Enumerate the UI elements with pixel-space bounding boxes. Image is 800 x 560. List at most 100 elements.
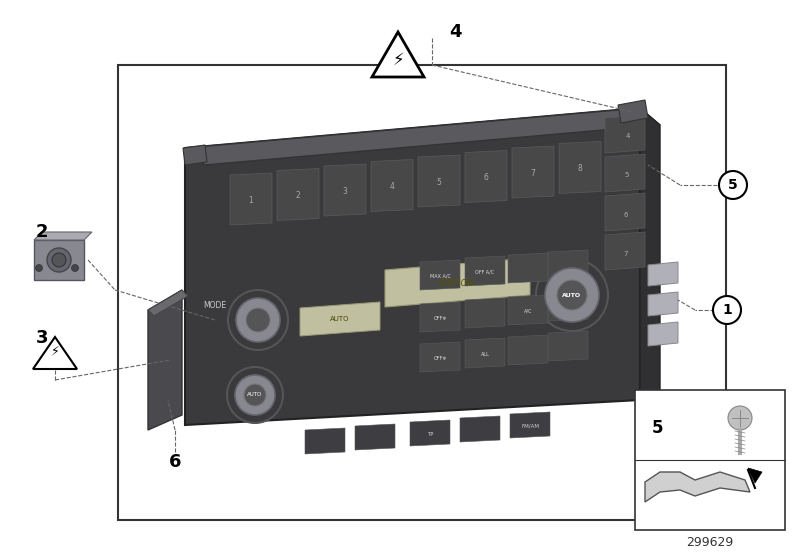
Polygon shape (645, 472, 750, 502)
Polygon shape (508, 253, 548, 283)
Polygon shape (277, 169, 319, 221)
Circle shape (47, 248, 71, 272)
Polygon shape (372, 32, 424, 77)
Text: 5: 5 (437, 178, 442, 186)
Bar (118, 65, 726, 520)
Polygon shape (465, 256, 505, 286)
Text: MAX A/C: MAX A/C (430, 273, 450, 278)
Polygon shape (34, 240, 84, 280)
Text: AUTO: AUTO (330, 316, 350, 322)
Polygon shape (230, 173, 272, 225)
Text: 4: 4 (390, 182, 394, 191)
Circle shape (557, 280, 587, 310)
Polygon shape (148, 290, 182, 430)
Polygon shape (385, 258, 530, 307)
Text: 1: 1 (249, 195, 254, 204)
Polygon shape (640, 108, 660, 418)
Circle shape (545, 268, 599, 322)
Circle shape (713, 296, 741, 324)
Circle shape (246, 308, 270, 332)
Polygon shape (748, 468, 762, 483)
Polygon shape (33, 337, 77, 369)
Text: 3: 3 (36, 329, 48, 347)
Polygon shape (508, 335, 548, 365)
Text: 8: 8 (578, 164, 582, 173)
Text: STATION: STATION (439, 278, 474, 287)
Polygon shape (371, 160, 413, 212)
Circle shape (228, 290, 288, 350)
Polygon shape (465, 151, 507, 203)
Circle shape (235, 375, 275, 415)
Text: 3: 3 (342, 186, 347, 195)
Circle shape (728, 406, 752, 430)
Circle shape (244, 384, 266, 406)
Text: 4: 4 (626, 133, 630, 139)
Polygon shape (618, 100, 648, 123)
Text: 299629: 299629 (686, 536, 734, 549)
Circle shape (52, 253, 66, 267)
Polygon shape (148, 290, 188, 316)
Text: 4: 4 (449, 23, 462, 41)
Text: 2: 2 (36, 223, 48, 241)
Polygon shape (420, 260, 460, 290)
Text: TP: TP (426, 432, 434, 436)
Text: 5: 5 (625, 172, 629, 178)
Polygon shape (185, 108, 640, 425)
Circle shape (536, 259, 608, 331)
Text: 1: 1 (722, 303, 732, 317)
Polygon shape (512, 146, 554, 198)
Text: 6: 6 (169, 453, 182, 471)
Polygon shape (605, 232, 645, 270)
Polygon shape (305, 428, 345, 454)
Polygon shape (185, 108, 660, 165)
Text: OFF❄: OFF❄ (434, 315, 446, 320)
Polygon shape (355, 424, 395, 450)
Polygon shape (548, 331, 588, 361)
Text: 2: 2 (296, 191, 300, 200)
Polygon shape (559, 142, 601, 194)
Text: ⚡: ⚡ (50, 344, 59, 357)
Polygon shape (510, 412, 550, 438)
Text: 5: 5 (652, 419, 663, 437)
Polygon shape (648, 292, 678, 316)
Text: FM/AM: FM/AM (521, 423, 539, 428)
Text: A/C: A/C (524, 309, 532, 314)
Circle shape (227, 367, 283, 423)
Text: MODE: MODE (203, 301, 226, 310)
Text: AUTO: AUTO (247, 393, 262, 398)
Text: AUTO: AUTO (562, 292, 582, 297)
Text: ⚡: ⚡ (392, 51, 404, 69)
Polygon shape (605, 193, 645, 231)
Circle shape (71, 264, 78, 272)
Circle shape (719, 171, 747, 199)
Text: ALL: ALL (481, 352, 490, 357)
Polygon shape (548, 250, 588, 280)
Text: OFF❄: OFF❄ (434, 356, 446, 361)
Polygon shape (465, 298, 505, 328)
Polygon shape (508, 295, 548, 325)
Polygon shape (300, 302, 380, 336)
Text: 5: 5 (728, 178, 738, 192)
Bar (635, 390, 785, 530)
Polygon shape (420, 342, 460, 372)
Polygon shape (410, 420, 450, 446)
Polygon shape (548, 291, 588, 321)
Text: 6: 6 (483, 173, 489, 182)
Text: 7: 7 (624, 251, 628, 257)
Polygon shape (605, 115, 645, 153)
Polygon shape (418, 155, 460, 207)
Polygon shape (420, 302, 460, 332)
Circle shape (35, 264, 42, 272)
Polygon shape (648, 322, 678, 346)
Polygon shape (34, 232, 92, 240)
Polygon shape (648, 262, 678, 286)
Polygon shape (460, 416, 500, 442)
Text: OFF A/C: OFF A/C (475, 269, 494, 274)
Polygon shape (465, 338, 505, 368)
Text: 6: 6 (624, 212, 628, 218)
Circle shape (236, 298, 280, 342)
Polygon shape (324, 164, 366, 216)
Polygon shape (605, 154, 645, 192)
Polygon shape (183, 145, 207, 165)
Text: 7: 7 (530, 169, 535, 178)
